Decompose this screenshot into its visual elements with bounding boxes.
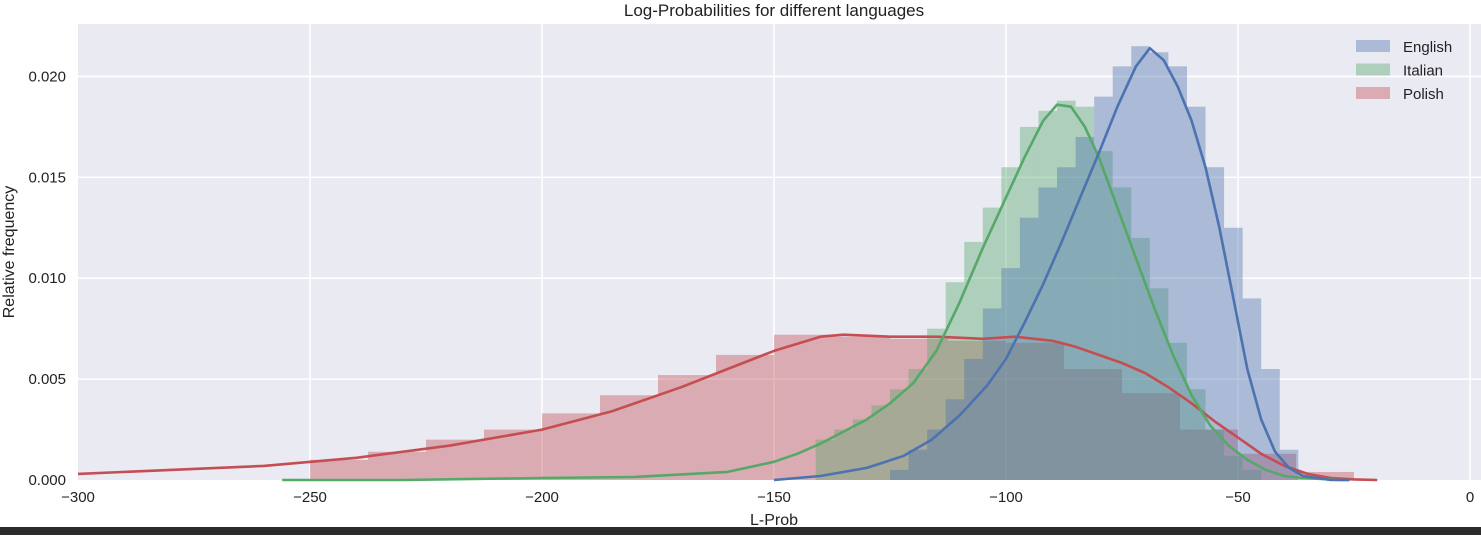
histogram-bar xyxy=(1224,227,1243,480)
histogram-bar xyxy=(1075,136,1095,480)
plot-area xyxy=(78,24,1481,480)
histogram-bar xyxy=(1001,268,1020,480)
x-tick-label: −200 xyxy=(525,489,559,506)
histogram-bar xyxy=(927,429,946,480)
y-tick-label: 0.015 xyxy=(28,169,66,186)
x-tick-label: −150 xyxy=(757,489,791,506)
bar-group-polish xyxy=(310,334,1354,480)
histogram-bar xyxy=(1186,106,1206,481)
histogram-bar xyxy=(832,336,890,480)
window-bottom-edge xyxy=(0,527,1481,535)
histogram-bar xyxy=(658,375,716,480)
bar-group-italian xyxy=(815,100,1262,481)
histogram-bar xyxy=(982,308,1002,480)
histogram-bar xyxy=(871,405,890,480)
histogram-bar xyxy=(1224,455,1243,480)
legend: English Italian Polish xyxy=(1356,39,1452,103)
histogram-bar xyxy=(1242,469,1262,480)
histogram-bar xyxy=(834,429,853,480)
bar-group-english xyxy=(890,46,1299,481)
histogram-bar xyxy=(1112,66,1132,481)
histogram-bar xyxy=(1006,342,1064,480)
y-tick-label: 0.010 xyxy=(28,270,66,287)
x-tick-label: −100 xyxy=(989,489,1023,506)
histogram-bar xyxy=(1279,449,1299,480)
histogram-bar xyxy=(1038,110,1058,481)
legend-label-italian: Italian xyxy=(1403,63,1443,80)
histogram-bar xyxy=(908,369,928,480)
histogram-bar xyxy=(1019,126,1039,481)
kde-line-polish xyxy=(77,333,1378,482)
histogram-bar xyxy=(945,399,965,480)
histogram-bar xyxy=(1205,429,1225,480)
x-tick-label: −300 xyxy=(61,489,95,506)
y-tick-labels: 0.000 0.005 0.010 0.015 0.020 xyxy=(28,68,66,489)
histogram-bar xyxy=(310,459,368,480)
y-tick-label: 0.020 xyxy=(28,68,66,85)
histogram-bar xyxy=(716,354,774,480)
histogram-bar xyxy=(1094,151,1113,480)
legend-label-english: English xyxy=(1403,39,1452,56)
histogram-bar xyxy=(1001,167,1020,480)
legend-swatch-italian xyxy=(1356,63,1390,76)
histogram-bar xyxy=(1168,66,1187,481)
y-tick-label: 0.000 xyxy=(28,472,66,489)
histogram-bar xyxy=(1131,237,1150,480)
x-tick-labels: −300 −250 −200 −150 −100 −50 0 xyxy=(61,489,1474,506)
histogram-bar xyxy=(542,413,600,480)
histogram-bar xyxy=(1149,288,1169,480)
histogram-bar xyxy=(927,328,946,480)
histogram-bar xyxy=(1112,187,1132,480)
legend-swatch-english xyxy=(1356,40,1390,52)
kde-line-english xyxy=(773,46,1350,482)
histogram-bar xyxy=(890,469,909,480)
kde-line-italian xyxy=(282,103,1350,482)
histogram-bar xyxy=(964,241,983,480)
histogram-bar xyxy=(982,207,1002,480)
x-tick-label: −50 xyxy=(1225,489,1250,506)
histogram-bar xyxy=(1205,167,1225,480)
histogram-bar xyxy=(945,282,965,480)
histogram-bar xyxy=(1038,187,1058,480)
histogram-bar xyxy=(1131,46,1150,480)
histogram-bar xyxy=(1180,429,1238,480)
histogram-bar xyxy=(1064,369,1122,480)
histogram-bar xyxy=(1057,100,1076,480)
histogram-bar xyxy=(1057,167,1076,480)
histogram-bar xyxy=(852,419,872,480)
kde-curves xyxy=(77,46,1378,482)
y-tick-label: 0.005 xyxy=(28,371,66,388)
x-tick-label: −250 xyxy=(293,489,327,506)
histogram-bar xyxy=(1149,52,1169,480)
x-axis-label: L-Prob xyxy=(750,512,798,529)
histogram-bar xyxy=(890,389,909,480)
histogram-bar xyxy=(774,334,832,480)
histogram-bar xyxy=(964,358,983,480)
histogram-bar xyxy=(1094,96,1113,480)
x-tick-label: 0 xyxy=(1466,489,1474,506)
histogram-bar xyxy=(815,439,835,480)
grid xyxy=(78,24,1481,480)
histogram-bars xyxy=(310,46,1354,481)
histogram-bar xyxy=(368,451,426,480)
y-axis-label: Relative frequency xyxy=(1,186,18,319)
histogram-bar xyxy=(908,449,928,480)
chart-title: Log-Probabilities for different language… xyxy=(624,1,924,20)
histogram-bar xyxy=(1122,393,1180,480)
histogram-bar xyxy=(600,395,658,480)
legend-swatch-polish xyxy=(1356,87,1390,99)
legend-label-polish: Polish xyxy=(1403,86,1444,103)
histogram-bar xyxy=(1019,217,1039,481)
histogram-bar xyxy=(948,340,1006,480)
